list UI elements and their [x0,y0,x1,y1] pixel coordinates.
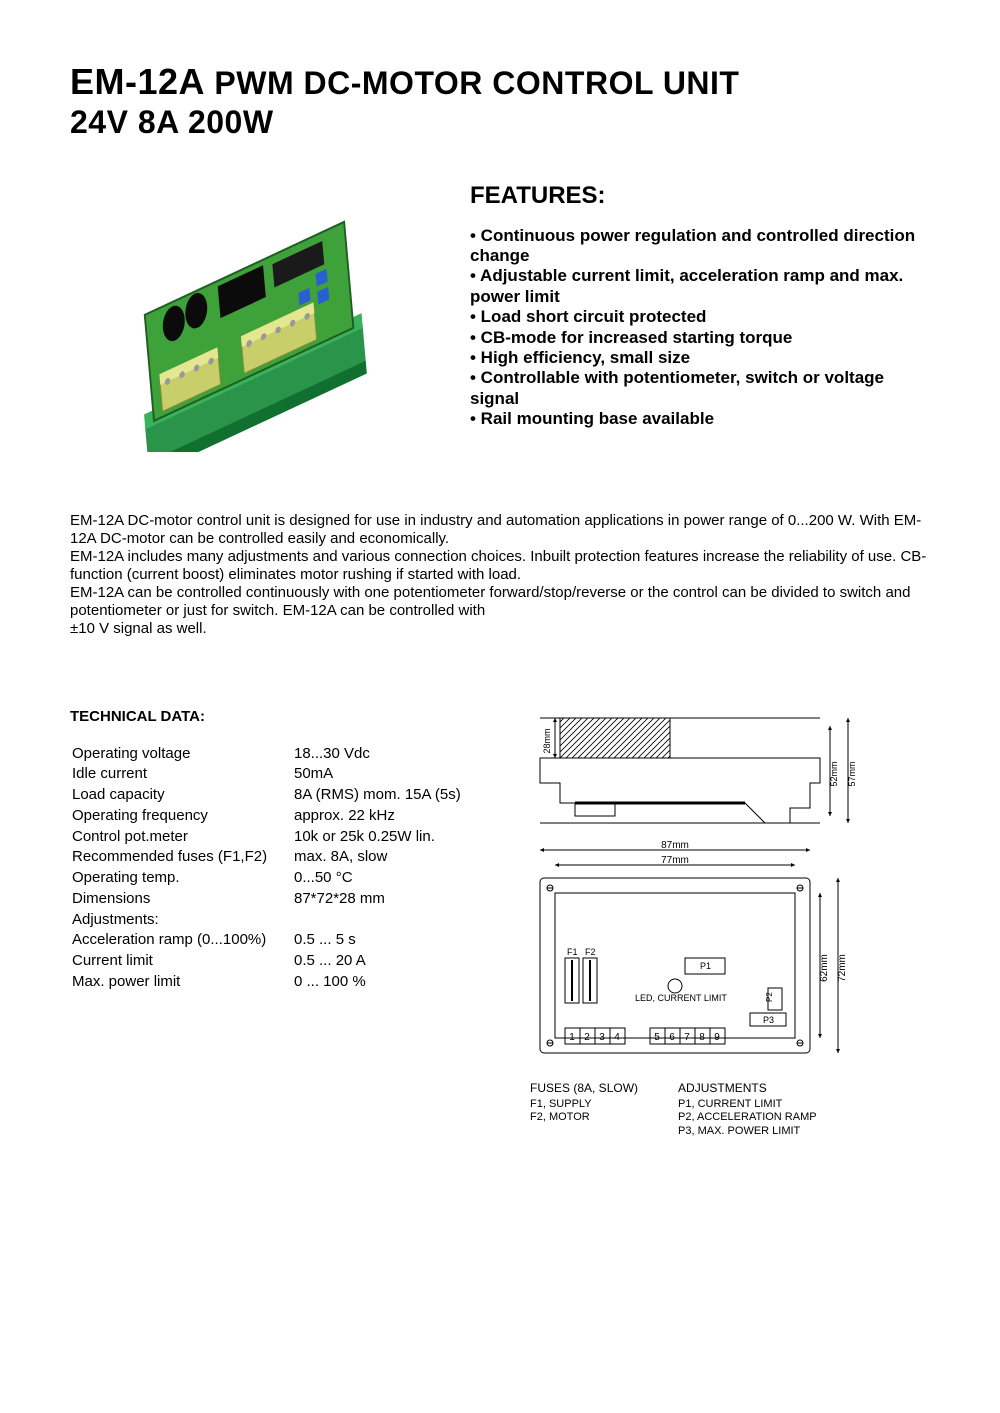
title-rest: PWM DC-MOTOR CONTROL UNIT [214,65,739,101]
top-view-diagram: 87mm 77mm 62mm 72mm F1 F2 P1 [520,838,870,1073]
legend-adjustments: ADJUSTMENTS P1, CURRENT LIMIT P2, ACCELE… [678,1081,817,1139]
svg-text:57mm: 57mm [847,761,857,786]
feature-item: • Rail mounting base available [470,409,930,429]
svg-text:72mm: 72mm [837,954,848,982]
description-line: EM-12A DC-motor control unit is designed… [70,512,921,547]
svg-text:2: 2 [584,1032,590,1043]
svg-text:7: 7 [684,1032,690,1043]
diagrams: 28mm 52mm 57mm [520,708,930,1139]
svg-text:77mm: 77mm [661,855,689,866]
feature-item: • Adjustable current limit, acceleration… [470,266,930,307]
product-image [70,182,430,452]
svg-text:28mm: 28mm [542,728,552,753]
svg-text:P2: P2 [765,991,774,1001]
page-title: EM-12A PWM DC-MOTOR CONTROL UNIT 24V 8A … [70,60,930,142]
svg-text:3: 3 [599,1032,605,1043]
tech-table: Operating voltage18...30 Vdc Idle curren… [70,743,500,994]
table-row: Acceleration ramp (0...100%)0.5 ... 5 s [72,931,498,950]
svg-text:P1: P1 [700,961,711,971]
svg-text:F2: F2 [585,947,596,957]
feature-item: • High efficiency, small size [470,348,930,368]
features-section: FEATURES: • Continuous power regulation … [470,182,930,452]
features-list: • Continuous power regulation and contro… [470,226,930,430]
table-row: Current limit0.5 ... 20 A [72,952,498,971]
tech-heading: TECHNICAL DATA: [70,708,500,725]
table-row: Control pot.meter10k or 25k 0.25W lin. [72,828,498,847]
svg-text:8: 8 [699,1032,705,1043]
table-row: Recommended fuses (F1,F2)max. 8A, slow [72,848,498,867]
feature-item: • CB-mode for increased starting torque [470,328,930,348]
svg-text:62mm: 62mm [819,954,830,982]
feature-item: • Continuous power regulation and contro… [470,226,930,267]
table-row: Load capacity8A (RMS) mom. 15A (5s) [72,786,498,805]
feature-item: • Load short circuit protected [470,307,930,327]
description-line: ±10 V signal as well. [70,620,207,637]
side-profile-diagram: 28mm 52mm 57mm [520,708,870,838]
svg-text:4: 4 [614,1032,620,1043]
svg-text:87mm: 87mm [661,840,689,851]
svg-text:5: 5 [654,1032,660,1043]
table-row: Operating temp.0...50 °C [72,869,498,888]
svg-text:LED, CURRENT LIMIT: LED, CURRENT LIMIT [635,993,727,1003]
svg-text:52mm: 52mm [829,761,839,786]
table-row: Operating voltage18...30 Vdc [72,745,498,764]
table-row: Operating frequencyapprox. 22 kHz [72,807,498,826]
legend-fuses: FUSES (8A, SLOW) F1, SUPPLY F2, MOTOR [530,1081,638,1139]
title-line2: 24V 8A 200W [70,104,274,140]
description-line: EM-12A includes many adjustments and var… [70,548,926,583]
legend: FUSES (8A, SLOW) F1, SUPPLY F2, MOTOR AD… [520,1081,930,1139]
svg-text:F1: F1 [567,947,578,957]
adjustments-heading: Adjustments: [72,911,292,930]
description: EM-12A DC-motor control unit is designed… [70,512,930,638]
table-row: Dimensions87*72*28 mm [72,890,498,909]
svg-text:1: 1 [569,1032,575,1043]
table-row: Idle current50mA [72,765,498,784]
title-model: EM-12A [70,61,205,102]
technical-data: TECHNICAL DATA: Operating voltage18...30… [70,708,500,1139]
feature-item: • Controllable with potentiometer, switc… [470,368,930,409]
svg-text:6: 6 [669,1032,675,1043]
table-row: Max. power limit0 ... 100 % [72,973,498,992]
svg-text:9: 9 [714,1032,720,1043]
features-heading: FEATURES: [470,182,930,210]
description-line: EM-12A can be controlled continuously wi… [70,584,910,619]
svg-text:P3: P3 [763,1015,774,1025]
